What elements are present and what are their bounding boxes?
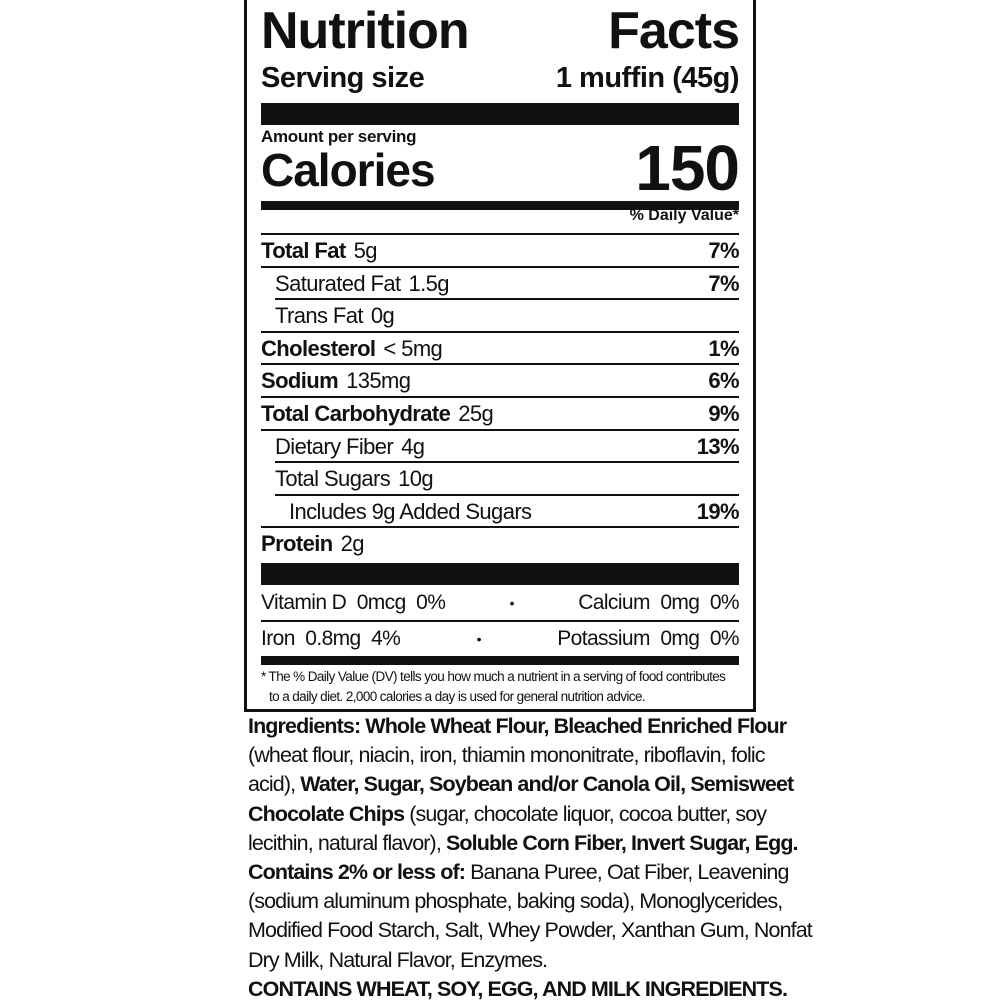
nutrient-name-amount: Trans Fat 0g — [275, 303, 395, 329]
amount-per-serving: Amount per serving — [261, 127, 417, 146]
nutrient-daily-value: 19% — [696, 498, 740, 524]
ingredients-text: Banana Puree, Oat Fiber, Leavening — [465, 860, 789, 885]
medium-divider — [261, 201, 739, 210]
ingredients-bold-text: Contains 2% or less of: — [248, 860, 466, 885]
ingredients-line: CONTAINS WHEAT, SOY, EGG, AND MILK INGRE… — [248, 975, 788, 1004]
ingredients-text: acid), — [248, 772, 301, 797]
title-facts: Facts — [608, 2, 740, 60]
nutrient-row: Total Carbohydrate 25g 9% — [261, 396, 740, 430]
nutrient-row: Includes 9g Added Sugars 19% — [275, 493, 740, 528]
nutrient-row: Saturated Fat 1.5g 7% — [261, 265, 740, 300]
nutrient-name-amount: Dietary Fiber 4g — [261, 433, 425, 460]
footnote-line: * The % Daily Value (DV) tells you how m… — [261, 669, 726, 684]
nutrient-amount: 4g — [401, 433, 425, 459]
nutrient-name-amount: Protein 2g — [261, 531, 364, 557]
nutrient-name-amount: Saturated Fat 1.5g — [261, 270, 450, 297]
ingredients-text: lecithin, natural flavor), — [248, 830, 446, 855]
nutrient-name: Total Carbohydrate — [261, 401, 451, 426]
nutrient-name: Trans Fat — [275, 303, 364, 329]
calories-value: 150 — [635, 132, 740, 204]
ingredients-bold-text: CONTAINS WHEAT, SOY, EGG, AND MILK INGRE… — [248, 976, 788, 1001]
serving-size-row: Serving size 1 muffin (45g) — [261, 61, 740, 95]
nutrient-name-amount: Total Fat 5g — [261, 238, 378, 264]
nutrient-amount: 135mg — [346, 368, 411, 394]
ingredients-bold-text: Chocolate Chips — [248, 801, 405, 826]
nutrient-amount: 1.5g — [408, 270, 450, 296]
nutrient-row: Sodium 135mg 6% — [261, 363, 740, 397]
calories-row: Calories 150 — [261, 132, 740, 204]
nutrient-row: Total Fat 5g 7% — [261, 233, 740, 267]
nutrient-name: Total Sugars — [275, 466, 391, 492]
nutrient-name-amount: Total Carbohydrate 25g — [261, 401, 494, 427]
daily-value-header: % Daily Value* — [629, 207, 739, 224]
ingredients-line: Dry Milk, Natural Flavor, Enzymes. — [248, 946, 768, 975]
nutrient-name: Total Fat — [261, 238, 346, 263]
nutrient-name: Cholesterol — [261, 335, 376, 361]
ingredients-text: (sugar, chocolate liquor, cocoa butter, … — [404, 801, 767, 826]
vitamin-left: Vitamin D 0mcg 0% — [261, 590, 446, 614]
nutrient-name: Protein — [261, 531, 333, 557]
nutrient-amount: 25g — [458, 401, 494, 426]
ingredients-bold-text: Water, Sugar, Soybean and/or Canola Oil,… — [300, 772, 794, 797]
nutrient-row: Trans Fat 0g — [275, 298, 739, 332]
ingredients-line: (sodium aluminum phosphate, baking soda)… — [248, 887, 783, 916]
nutrient-row: Dietary Fiber 4g 13% — [261, 428, 740, 463]
ingredients-line: Ingredients: Whole Wheat Flour, Bleached… — [248, 712, 787, 741]
vitamin-row: Iron 0.8mg 4% • Potassium 0mg 0% — [261, 620, 740, 655]
thick-divider — [261, 563, 739, 585]
medium-divider — [261, 656, 739, 665]
nutrient-row: Protein 2g — [261, 526, 739, 560]
calories-label: Calories — [261, 144, 436, 196]
nutrient-amount: 0g — [370, 303, 395, 329]
ingredients-line: Chocolate Chips (sugar, chocolate liquor… — [248, 800, 768, 829]
bullet-separator: • — [476, 630, 482, 647]
nutrient-name: Dietary Fiber — [275, 433, 394, 459]
footnote-line: to a daily diet. 2,000 calories a day is… — [269, 689, 646, 704]
ingredients-line: lecithin, natural flavor), Soluble Corn … — [248, 829, 799, 858]
nutrient-daily-value: 7% — [708, 270, 739, 296]
nutrient-name-amount: Includes 9g Added Sugars — [275, 499, 539, 525]
ingredients-list: Ingredients: Whole Wheat Flour, Bleached… — [248, 712, 813, 1004]
ingredients-line: Contains 2% or less of: Banana Puree, Oa… — [248, 858, 789, 887]
nutrient-row: Total Sugars 10g — [275, 461, 739, 495]
serving-size-value: 1 muffin (45g) — [555, 62, 740, 94]
footnote: * The % Daily Value (DV) tells you how m… — [261, 667, 739, 707]
nutrient-daily-value: 7% — [708, 238, 739, 263]
thick-divider — [261, 103, 739, 125]
ingredients-line: Modified Food Starch, Salt, Whey Powder,… — [248, 916, 813, 945]
nutrient-amount: 10g — [398, 466, 434, 492]
vitamin-left: Iron 0.8mg 4% — [261, 626, 401, 650]
title-nutrition: Nutrition — [261, 2, 470, 60]
nutrient-name-amount: Total Sugars 10g — [275, 466, 434, 492]
ingredients-text: Dry Milk, Natural Flavor, Enzymes. — [248, 947, 548, 972]
label-title: Nutrition Facts — [261, 2, 740, 60]
ingredients-bold-text: Soluble Corn Fiber, Invert Sugar, Egg. — [445, 830, 799, 855]
nutrient-row: Cholesterol < 5mg 1% — [261, 330, 740, 365]
nutrient-daily-value: 9% — [708, 401, 739, 426]
nutrition-facts-panel: Nutrition Facts Serving size 1 muffin (4… — [244, 0, 756, 712]
vitamin-right: Calcium 0mg 0% — [578, 590, 739, 614]
ingredients-line: (wheat flour, niacin, iron, thiamin mono… — [248, 741, 768, 770]
nutrient-amount: < 5mg — [383, 335, 443, 361]
nutrient-name: Includes 9g Added Sugars — [289, 498, 532, 524]
nutrient-daily-value: 13% — [696, 433, 740, 459]
ingredients-line: acid), Water, Sugar, Soybean and/or Cano… — [248, 770, 794, 799]
ingredients-text: (sodium aluminum phosphate, baking soda)… — [248, 889, 783, 914]
nutrient-name-amount: Cholesterol < 5mg — [261, 335, 443, 362]
nutrient-amount: 5g — [353, 238, 378, 263]
serving-size-label: Serving size — [261, 62, 425, 94]
vitamin-row: Vitamin D 0mcg 0% • Calcium 0mg 0% — [261, 586, 740, 619]
nutrient-daily-value: 6% — [708, 368, 739, 394]
nutrient-name: Saturated Fat — [275, 270, 401, 296]
nutrient-name: Sodium — [261, 368, 339, 394]
nutrient-name-amount: Sodium 135mg — [261, 368, 411, 394]
vitamin-right: Potassium 0mg 0% — [557, 626, 739, 650]
ingredients-text: (wheat flour, niacin, iron, thiamin mono… — [248, 743, 766, 768]
bullet-separator: • — [509, 594, 515, 611]
nutrient-daily-value: 1% — [708, 335, 739, 361]
ingredients-text: Modified Food Starch, Salt, Whey Powder,… — [248, 918, 813, 943]
ingredients-bold-text: Ingredients: Whole Wheat Flour, Bleached… — [248, 714, 787, 738]
nutrient-amount: 2g — [340, 531, 365, 557]
